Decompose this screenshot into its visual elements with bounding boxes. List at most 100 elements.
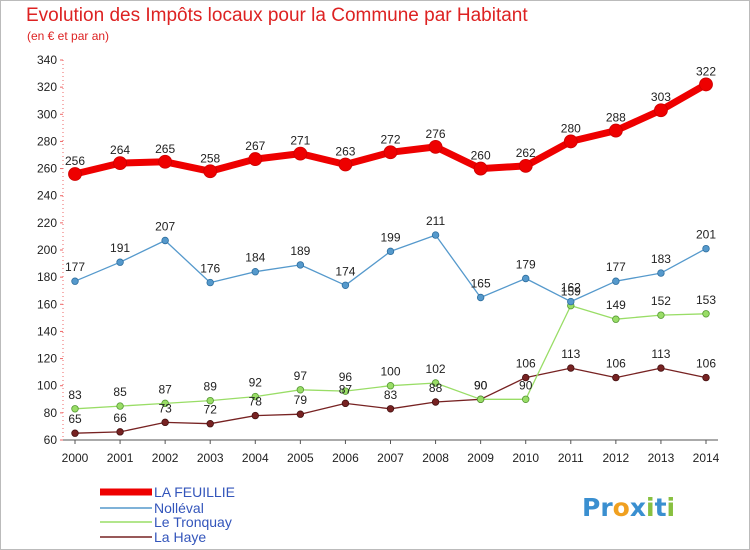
data-label: 184 bbox=[245, 251, 265, 265]
x-tick-label: 2005 bbox=[287, 451, 314, 465]
data-label: 83 bbox=[68, 388, 82, 402]
data-label: 280 bbox=[561, 121, 581, 135]
brand-letter: x bbox=[630, 493, 646, 522]
data-point bbox=[116, 258, 124, 266]
data-point bbox=[158, 154, 173, 169]
data-point bbox=[251, 392, 259, 401]
data-label: 88 bbox=[429, 381, 443, 395]
data-label: 264 bbox=[110, 143, 130, 157]
data-label: 183 bbox=[651, 252, 671, 266]
legend-label: Nolléval bbox=[154, 500, 204, 516]
data-point bbox=[206, 420, 214, 428]
data-point bbox=[612, 315, 620, 323]
data-label: 176 bbox=[200, 262, 220, 276]
data-point bbox=[522, 274, 530, 283]
data-point bbox=[702, 373, 710, 382]
data-label: 90 bbox=[474, 378, 488, 392]
x-tick-label: 2009 bbox=[467, 451, 494, 465]
data-point bbox=[522, 373, 530, 382]
y-tick-label: 180 bbox=[37, 270, 57, 284]
brand-letter: o bbox=[613, 493, 630, 522]
data-point bbox=[702, 244, 710, 253]
data-label: 258 bbox=[200, 151, 220, 165]
data-point bbox=[386, 247, 395, 256]
chart-title: Evolution des Impôts locaux pour la Comm… bbox=[26, 5, 528, 26]
legend-label: LA FEUILLIE bbox=[154, 484, 235, 500]
y-tick-label: 300 bbox=[37, 107, 57, 121]
data-label: 174 bbox=[335, 264, 355, 278]
x-tick-label: 2000 bbox=[62, 451, 89, 465]
legend-item: LA FEUILLIE bbox=[100, 484, 235, 500]
data-label: 92 bbox=[249, 376, 263, 390]
series-3 bbox=[71, 364, 710, 437]
data-label: 201 bbox=[696, 228, 716, 242]
data-label: 177 bbox=[65, 260, 85, 274]
data-label: 272 bbox=[380, 132, 400, 146]
y-tick-label: 160 bbox=[37, 297, 57, 311]
y-tick-label: 120 bbox=[37, 352, 57, 366]
legend-label: Le Tronquay bbox=[154, 514, 232, 530]
data-label: 262 bbox=[516, 146, 536, 160]
data-label: 271 bbox=[290, 134, 310, 148]
data-point bbox=[161, 418, 169, 427]
data-label: 207 bbox=[155, 220, 175, 234]
data-point bbox=[431, 398, 440, 406]
data-point bbox=[251, 411, 259, 420]
brand-text: Proxiti bbox=[582, 493, 675, 522]
data-point bbox=[431, 231, 440, 239]
data-point bbox=[248, 152, 263, 166]
data-point bbox=[654, 103, 668, 118]
data-label: 106 bbox=[516, 357, 536, 371]
y-tick-label: 100 bbox=[37, 379, 57, 393]
x-tick-label: 2004 bbox=[242, 451, 269, 465]
data-point bbox=[161, 399, 169, 408]
data-label: 87 bbox=[339, 382, 353, 396]
series-layer bbox=[68, 77, 713, 437]
x-tick-label: 2014 bbox=[693, 451, 720, 465]
data-label: 78 bbox=[249, 395, 263, 409]
data-label: 159 bbox=[561, 285, 581, 299]
data-label: 256 bbox=[65, 154, 85, 168]
y-tick-label: 220 bbox=[37, 216, 57, 230]
y-tick-label: 340 bbox=[37, 53, 57, 67]
x-tick-label: 2006 bbox=[332, 451, 359, 465]
axes: 60 80 100 120 140 160 180 200 220 240 260 280 300 320… bbox=[37, 53, 720, 465]
data-label: 322 bbox=[696, 64, 716, 78]
x-tick-label: 2007 bbox=[377, 451, 404, 465]
data-point bbox=[71, 405, 79, 413]
data-label: 97 bbox=[294, 369, 308, 383]
data-labels: 256 264 265 258 267 271 263 272 276 260 262 280 288 3… bbox=[65, 64, 716, 426]
data-point bbox=[476, 395, 485, 403]
legend-item: Le Tronquay bbox=[100, 514, 232, 530]
data-label: 260 bbox=[471, 149, 491, 163]
data-label: 152 bbox=[651, 294, 671, 308]
series-0 bbox=[68, 77, 713, 181]
data-point bbox=[68, 167, 82, 181]
data-point bbox=[612, 277, 620, 285]
data-point bbox=[71, 277, 79, 285]
x-tick-label: 2012 bbox=[603, 451, 630, 465]
data-label: 85 bbox=[113, 385, 127, 399]
data-label: 83 bbox=[384, 388, 398, 402]
y-tick-label: 240 bbox=[37, 189, 57, 203]
x-tick-label: 2002 bbox=[152, 451, 179, 465]
data-label: 79 bbox=[294, 393, 308, 407]
data-point bbox=[518, 158, 533, 173]
y-tick-label: 140 bbox=[37, 324, 57, 338]
proxiti-logo: Proxiti bbox=[582, 493, 675, 522]
y-tick-label: 280 bbox=[37, 134, 57, 148]
data-point bbox=[71, 429, 79, 437]
data-point bbox=[567, 297, 575, 306]
data-label: 189 bbox=[290, 244, 310, 258]
legend-item: La Haye bbox=[100, 529, 206, 545]
data-label: 179 bbox=[516, 258, 536, 272]
data-label: 165 bbox=[471, 277, 491, 291]
brand-letter: i bbox=[667, 493, 676, 522]
data-point bbox=[567, 364, 575, 372]
data-point bbox=[657, 364, 665, 372]
data-point bbox=[206, 396, 214, 405]
x-tick-label: 2001 bbox=[107, 451, 134, 465]
y-tick-label: 320 bbox=[37, 80, 57, 94]
